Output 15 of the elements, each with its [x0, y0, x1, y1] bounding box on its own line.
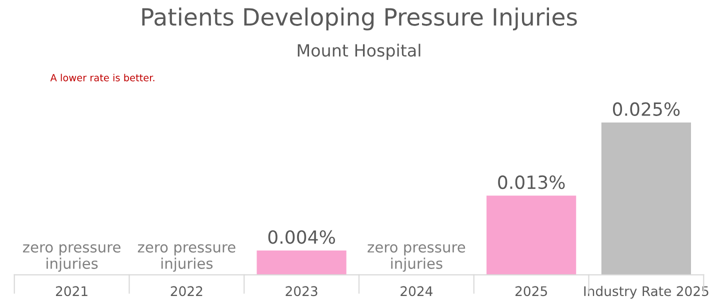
x-tick-label: 2023	[286, 286, 318, 296]
x-tick-label: 2022	[170, 286, 202, 296]
data-label: zero pressure injuries	[138, 244, 236, 272]
chart-subtitle: Mount Hospital	[298, 44, 420, 60]
x-tick-label: 2025	[515, 286, 547, 296]
data-label: 0.013%	[498, 175, 565, 190]
x-tick-label: 2024	[400, 286, 432, 296]
x-tick-label: 2021	[56, 286, 88, 296]
chart-title: Patients Developing Pressure Injuries	[142, 8, 577, 30]
data-label: 0.004%	[268, 230, 335, 244]
x-tick-label: Industry Rate 2025	[584, 286, 708, 299]
data-label: 0.025%	[612, 102, 680, 116]
data-label: zero pressure injuries	[368, 244, 466, 272]
text: A lower rate is better.	[50, 74, 154, 82]
data-label: zero pressure injuries	[23, 244, 120, 272]
